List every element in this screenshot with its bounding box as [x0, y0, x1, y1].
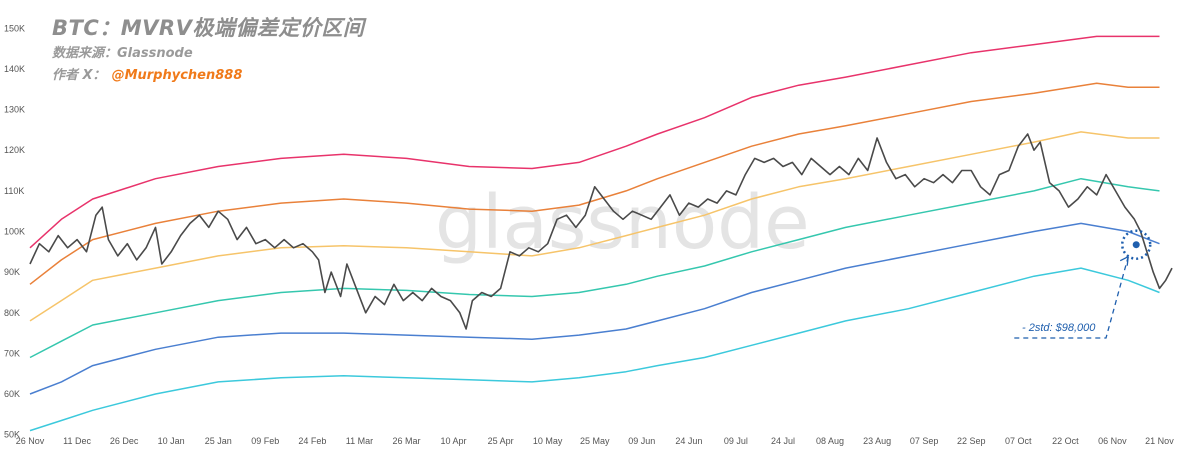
- series-line-minus2: [29, 267, 1160, 432]
- series-line-plus1: [29, 131, 1160, 322]
- y-tick-label: 120K: [4, 145, 25, 155]
- data-source-label: 数据来源：Glassnode: [52, 46, 193, 61]
- x-tick-label: 07 Oct: [1005, 436, 1032, 446]
- series-line-price: [29, 133, 1173, 330]
- x-tick-label: 25 May: [580, 436, 610, 446]
- y-tick-label: 130K: [4, 105, 25, 115]
- y-tick-label: 100K: [4, 227, 25, 237]
- x-axis: 26 Nov 11 Dec 26 Dec 10 Jan 25 Jan 09 Feb 24 F…: [16, 436, 1174, 446]
- x-tick-label: 26 Nov: [16, 436, 45, 446]
- highlight-dot: [1132, 241, 1140, 249]
- y-tick-label: 90K: [4, 267, 20, 277]
- x-tick-label: 09 Jun: [628, 436, 655, 446]
- x-tick-label: 22 Oct: [1052, 436, 1079, 446]
- x-tick-label: 10 Jan: [158, 436, 185, 446]
- x-tick-label: 11 Mar: [346, 436, 373, 446]
- x-tick-label: 11 Dec: [63, 436, 91, 446]
- x-tick-label: 25 Jan: [205, 436, 232, 446]
- author-label: 作者 X：: [52, 68, 106, 83]
- y-tick-label: 140K: [4, 64, 25, 74]
- x-tick-label: 24 Feb: [298, 436, 326, 446]
- x-tick-label: 06 Nov: [1098, 436, 1127, 446]
- y-tick-label: 80K: [4, 308, 20, 318]
- x-tick-label: 26 Dec: [110, 436, 139, 446]
- chart-title: BTC：MVRV极端偏差定价区间: [52, 16, 365, 40]
- x-tick-label: 24 Jul: [771, 436, 795, 446]
- y-tick-label: 60K: [4, 389, 20, 399]
- y-tick-label: 150K: [4, 23, 25, 33]
- x-tick-label: 08 Aug: [816, 436, 844, 446]
- y-tick-label: 50K: [4, 430, 20, 440]
- x-tick-label: 10 May: [533, 436, 563, 446]
- x-tick-label: 26 Mar: [392, 436, 420, 446]
- x-tick-label: 21 Nov: [1145, 436, 1174, 446]
- y-axis: 50K 60K 70K 80K 90K 100K 110K 120K 130K 140K 150K: [4, 23, 25, 439]
- series-line-mean: [29, 177, 1160, 359]
- y-tick-label: 70K: [4, 348, 20, 358]
- x-tick-label: 24 Jun: [675, 436, 702, 446]
- x-tick-label: 09 Feb: [251, 436, 279, 446]
- x-tick-label: 22 Sep: [957, 436, 986, 446]
- annotation-group: - 2std: $98,000: [1012, 229, 1152, 339]
- annotation-arrowhead: [1119, 256, 1129, 266]
- series-line-plus3: [29, 35, 1160, 249]
- author-handle: @Murphychen888: [111, 68, 243, 83]
- watermark: glassnode: [435, 180, 810, 266]
- highlight-circle: [1120, 229, 1152, 260]
- series-line-plus2: [29, 82, 1160, 285]
- x-tick-label: 10 Apr: [441, 436, 467, 446]
- annotation-pointer: [1012, 256, 1129, 339]
- x-tick-label: 25 Apr: [488, 436, 514, 446]
- x-tick-label: 09 Jul: [724, 436, 748, 446]
- author-line: 作者 X： @Murphychen888: [52, 64, 242, 83]
- y-tick-label: 110K: [4, 186, 24, 196]
- series-lines: [29, 35, 1173, 432]
- x-tick-label: 07 Sep: [910, 436, 939, 446]
- annotation-label: - 2std: $98,000: [1022, 322, 1096, 334]
- x-tick-label: 23 Aug: [863, 436, 891, 446]
- series-line-minus1: [29, 222, 1160, 395]
